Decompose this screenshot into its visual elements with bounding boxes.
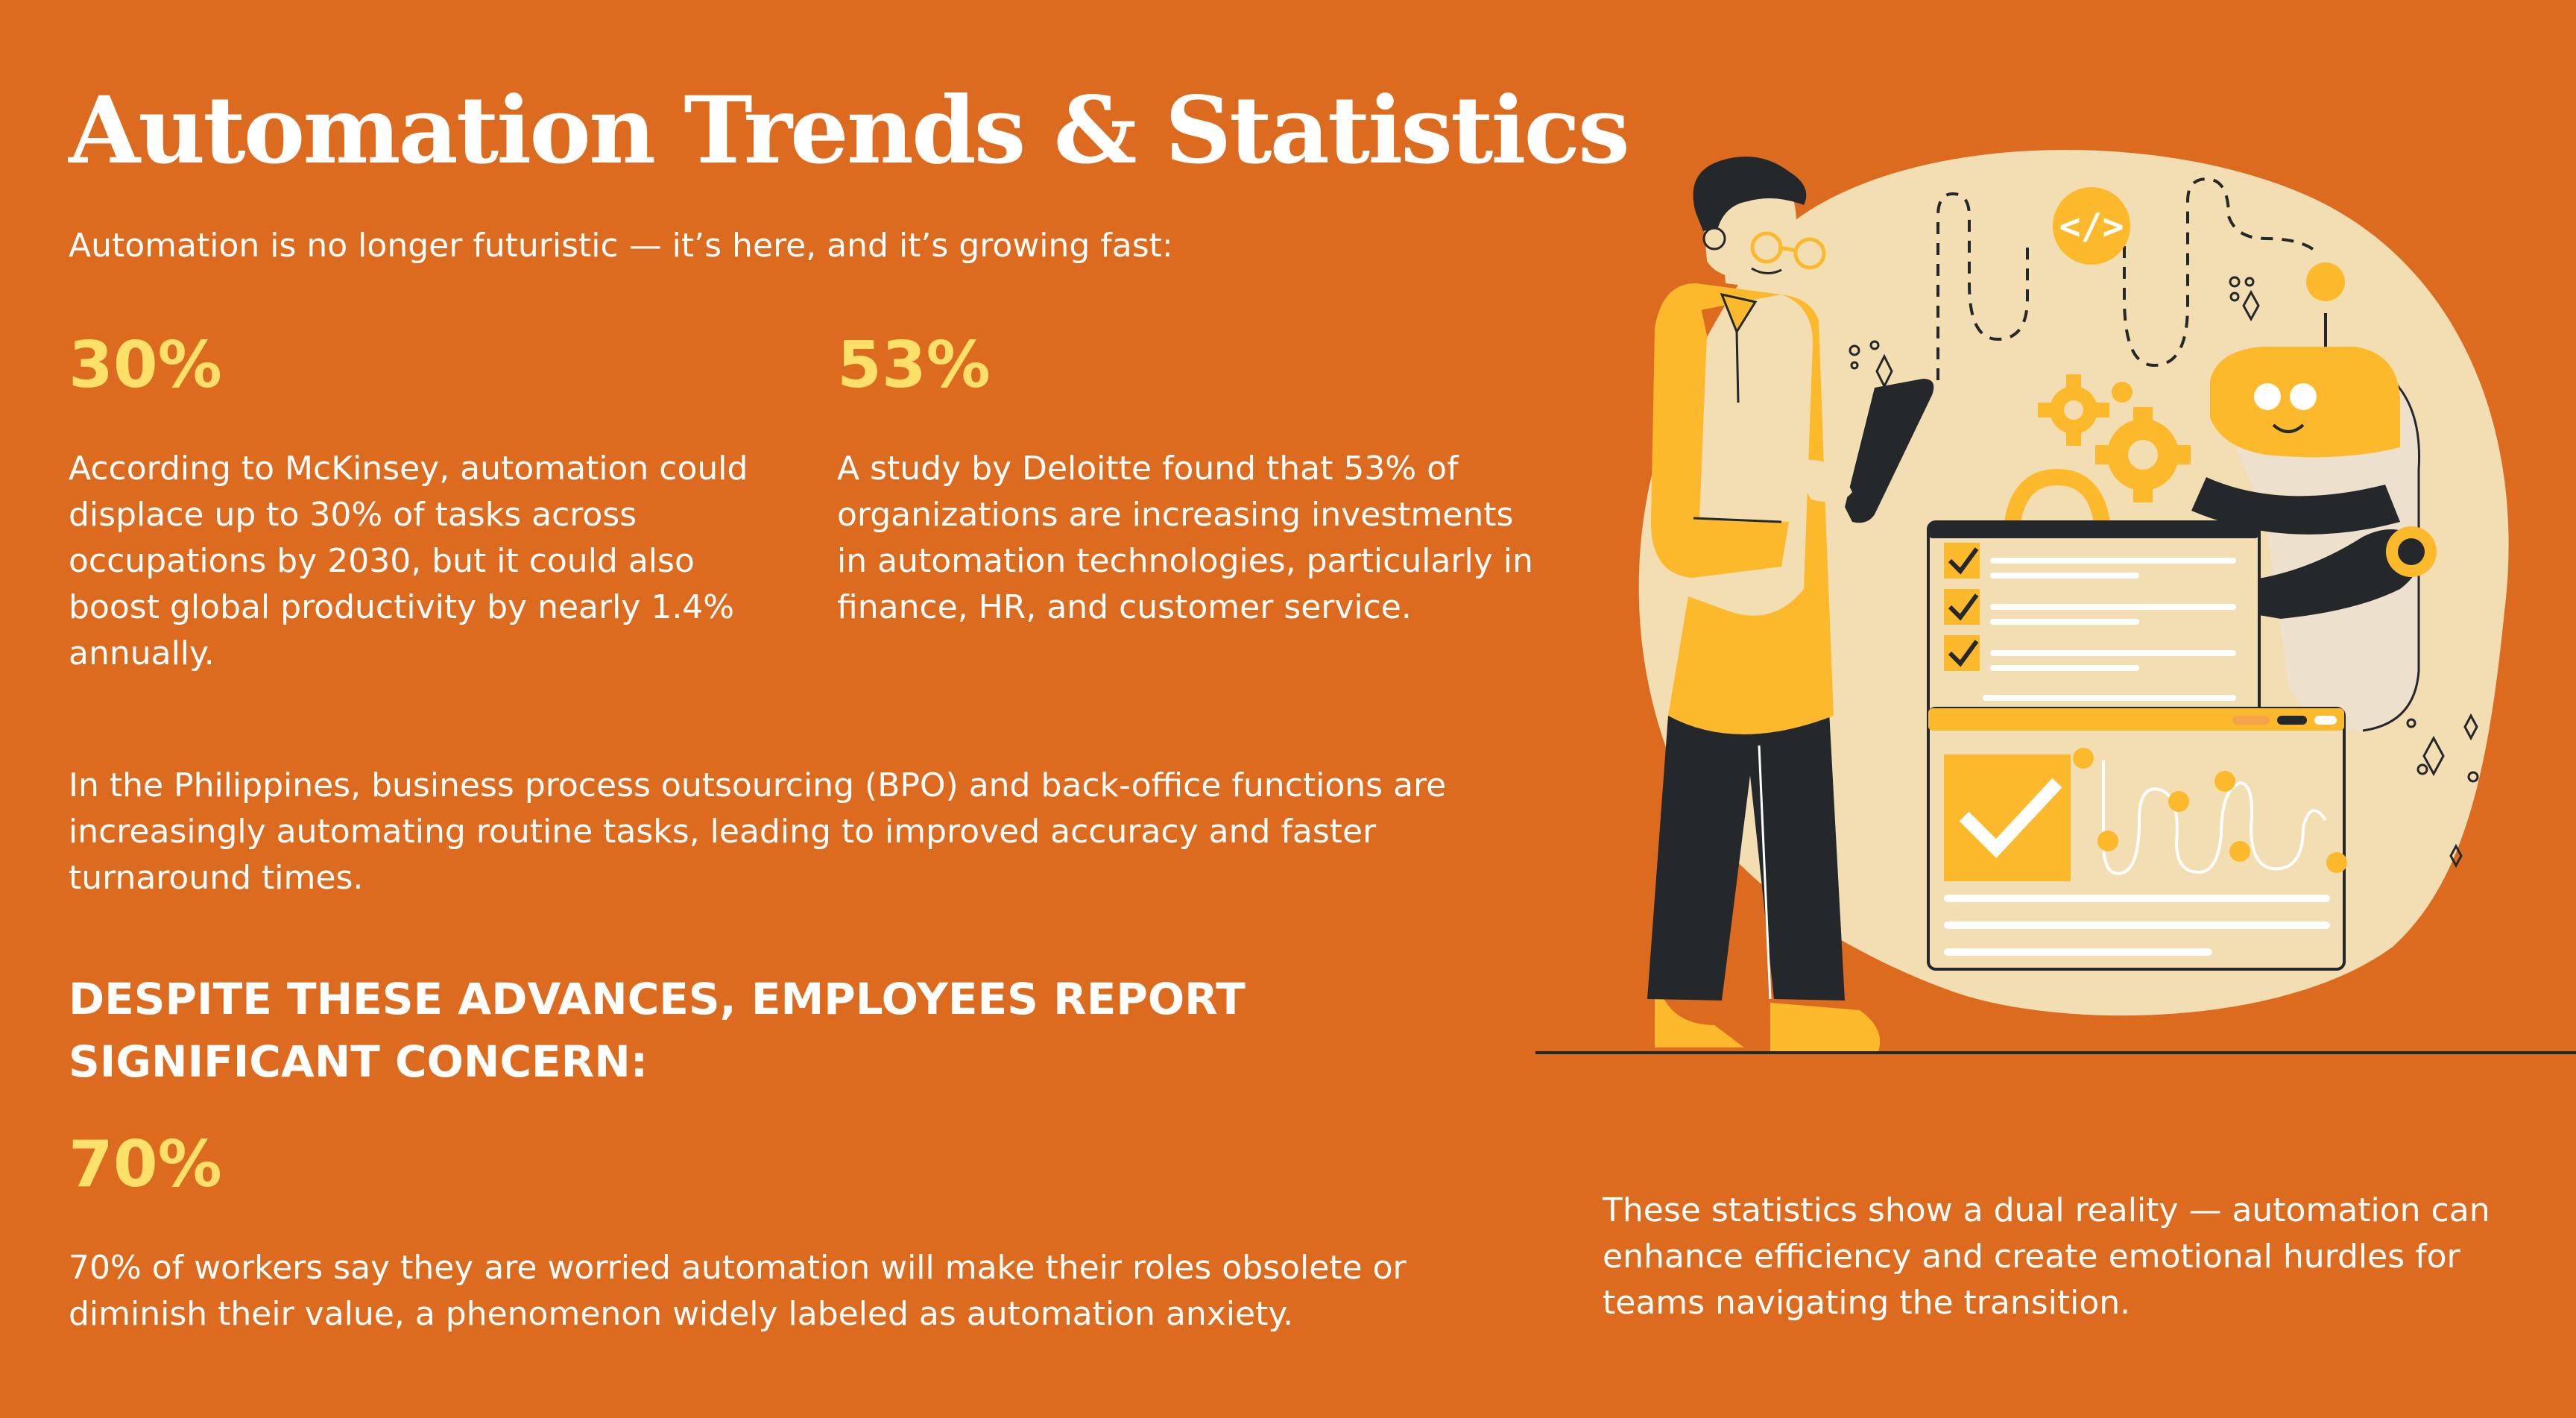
concern-heading: DESPITE THESE ADVANCES, EMPLOYEES REPORT… bbox=[69, 974, 1246, 1087]
code-badge-icon: </> bbox=[2053, 187, 2130, 265]
intro-text: Automation is no longer futuristic — it’… bbox=[69, 227, 1173, 265]
automation-illustration: </> bbox=[1535, 149, 2576, 1054]
code-badge-label: </> bbox=[2059, 206, 2124, 248]
stat-value-53: 53% bbox=[837, 328, 991, 403]
stat-value-70: 70% bbox=[69, 1127, 222, 1202]
philippines-text: In the Philippines, business process out… bbox=[69, 766, 1447, 897]
checkbox-icon bbox=[1944, 635, 1980, 671]
checkbox-icon bbox=[1944, 543, 1980, 579]
gear-icon-small bbox=[2038, 374, 2109, 446]
checklist-window-icon bbox=[1927, 468, 2261, 723]
chart-window-icon bbox=[1927, 707, 2347, 971]
stat-value-30: 30% bbox=[69, 328, 222, 403]
dashed-connector-right bbox=[2123, 177, 2320, 368]
page-title: Automation Trends & Statistics bbox=[69, 77, 1630, 185]
gear-dot bbox=[2112, 382, 2133, 403]
stat-text-deloitte: A study by Deloitte found that 53% of or… bbox=[837, 450, 1533, 626]
person-with-tablet-icon bbox=[1647, 157, 1945, 1051]
gear-icon-large bbox=[2095, 407, 2191, 502]
large-check-icon bbox=[1959, 778, 2062, 858]
checkbox-icon bbox=[1944, 589, 1980, 625]
robot-icon bbox=[2176, 262, 2437, 732]
sparkle-decoration-right bbox=[2229, 276, 2260, 322]
stat-text-mckinsey: According to McKinsey, automation could … bbox=[69, 450, 748, 672]
sparkle-decoration-bottom bbox=[2406, 713, 2479, 869]
stat-text-workers: 70% of workers say they are worried auto… bbox=[69, 1249, 1407, 1333]
dashed-connector-left bbox=[1936, 192, 2029, 380]
conclusion-text: These statistics show a dual reality — a… bbox=[1603, 1191, 2490, 1322]
